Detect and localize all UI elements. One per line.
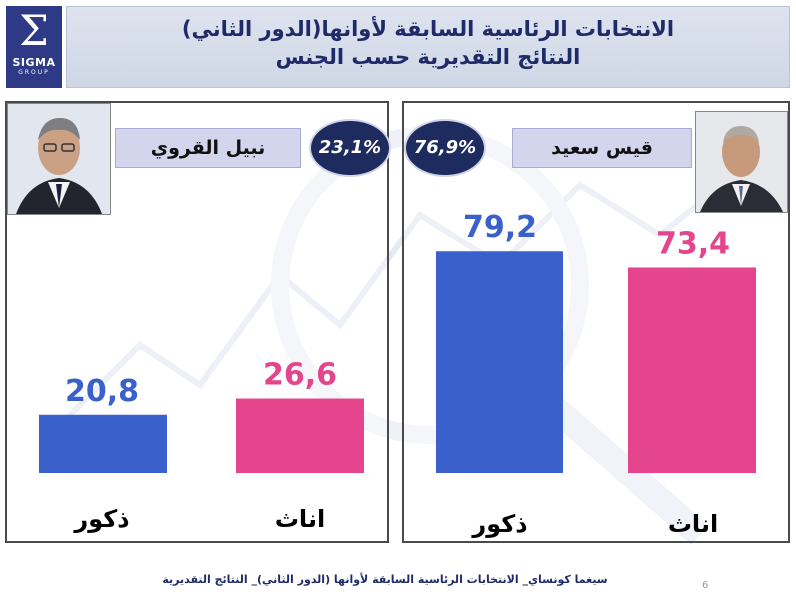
bar-female	[236, 398, 364, 473]
chart-saied: 79,2 ذكور 73,4 اناث	[436, 210, 756, 538]
page-number: 6	[702, 580, 709, 591]
header-banner: الانتخابات الرئاسية السابقة لأوانها(الدو…	[66, 6, 790, 88]
footer-text: سيغما كونساي_ الانتخابات الرئاسية السابق…	[162, 573, 608, 586]
person-icon	[8, 104, 110, 214]
value-label: 73,4	[656, 226, 730, 261]
sigma-icon: Σ	[19, 6, 49, 55]
candidate-name-karoui: نبيل القروي	[115, 128, 301, 168]
category-label: ذكور	[471, 510, 527, 538]
sigma-logo: Σ SIGMA GROUP	[6, 6, 62, 88]
value-label: 26,6	[263, 358, 337, 393]
category-label: اناث	[275, 505, 325, 533]
value-label: 20,8	[65, 374, 139, 409]
candidate-photo-karoui	[7, 103, 111, 215]
chart-karoui: 20,8 ذكور 26,6 اناث	[39, 358, 364, 533]
candidate-photo-saied	[695, 111, 788, 213]
bar-female	[628, 267, 756, 473]
person-icon	[696, 112, 787, 212]
page-subtitle: النتائج التقديرية حسب الجنس	[275, 45, 581, 69]
candidate-percent-karoui: 23,1%	[311, 121, 389, 175]
bar-male	[39, 414, 167, 473]
candidate-name-saied: قيس سعيد	[512, 128, 692, 168]
category-label: اناث	[668, 510, 718, 538]
value-label: 79,2	[463, 210, 537, 245]
page-title: الانتخابات الرئاسية السابقة لأوانها(الدو…	[181, 17, 675, 41]
bar-male	[436, 251, 563, 473]
category-label: ذكور	[73, 505, 129, 533]
candidate-percent-saied: 76,9%	[406, 121, 484, 175]
